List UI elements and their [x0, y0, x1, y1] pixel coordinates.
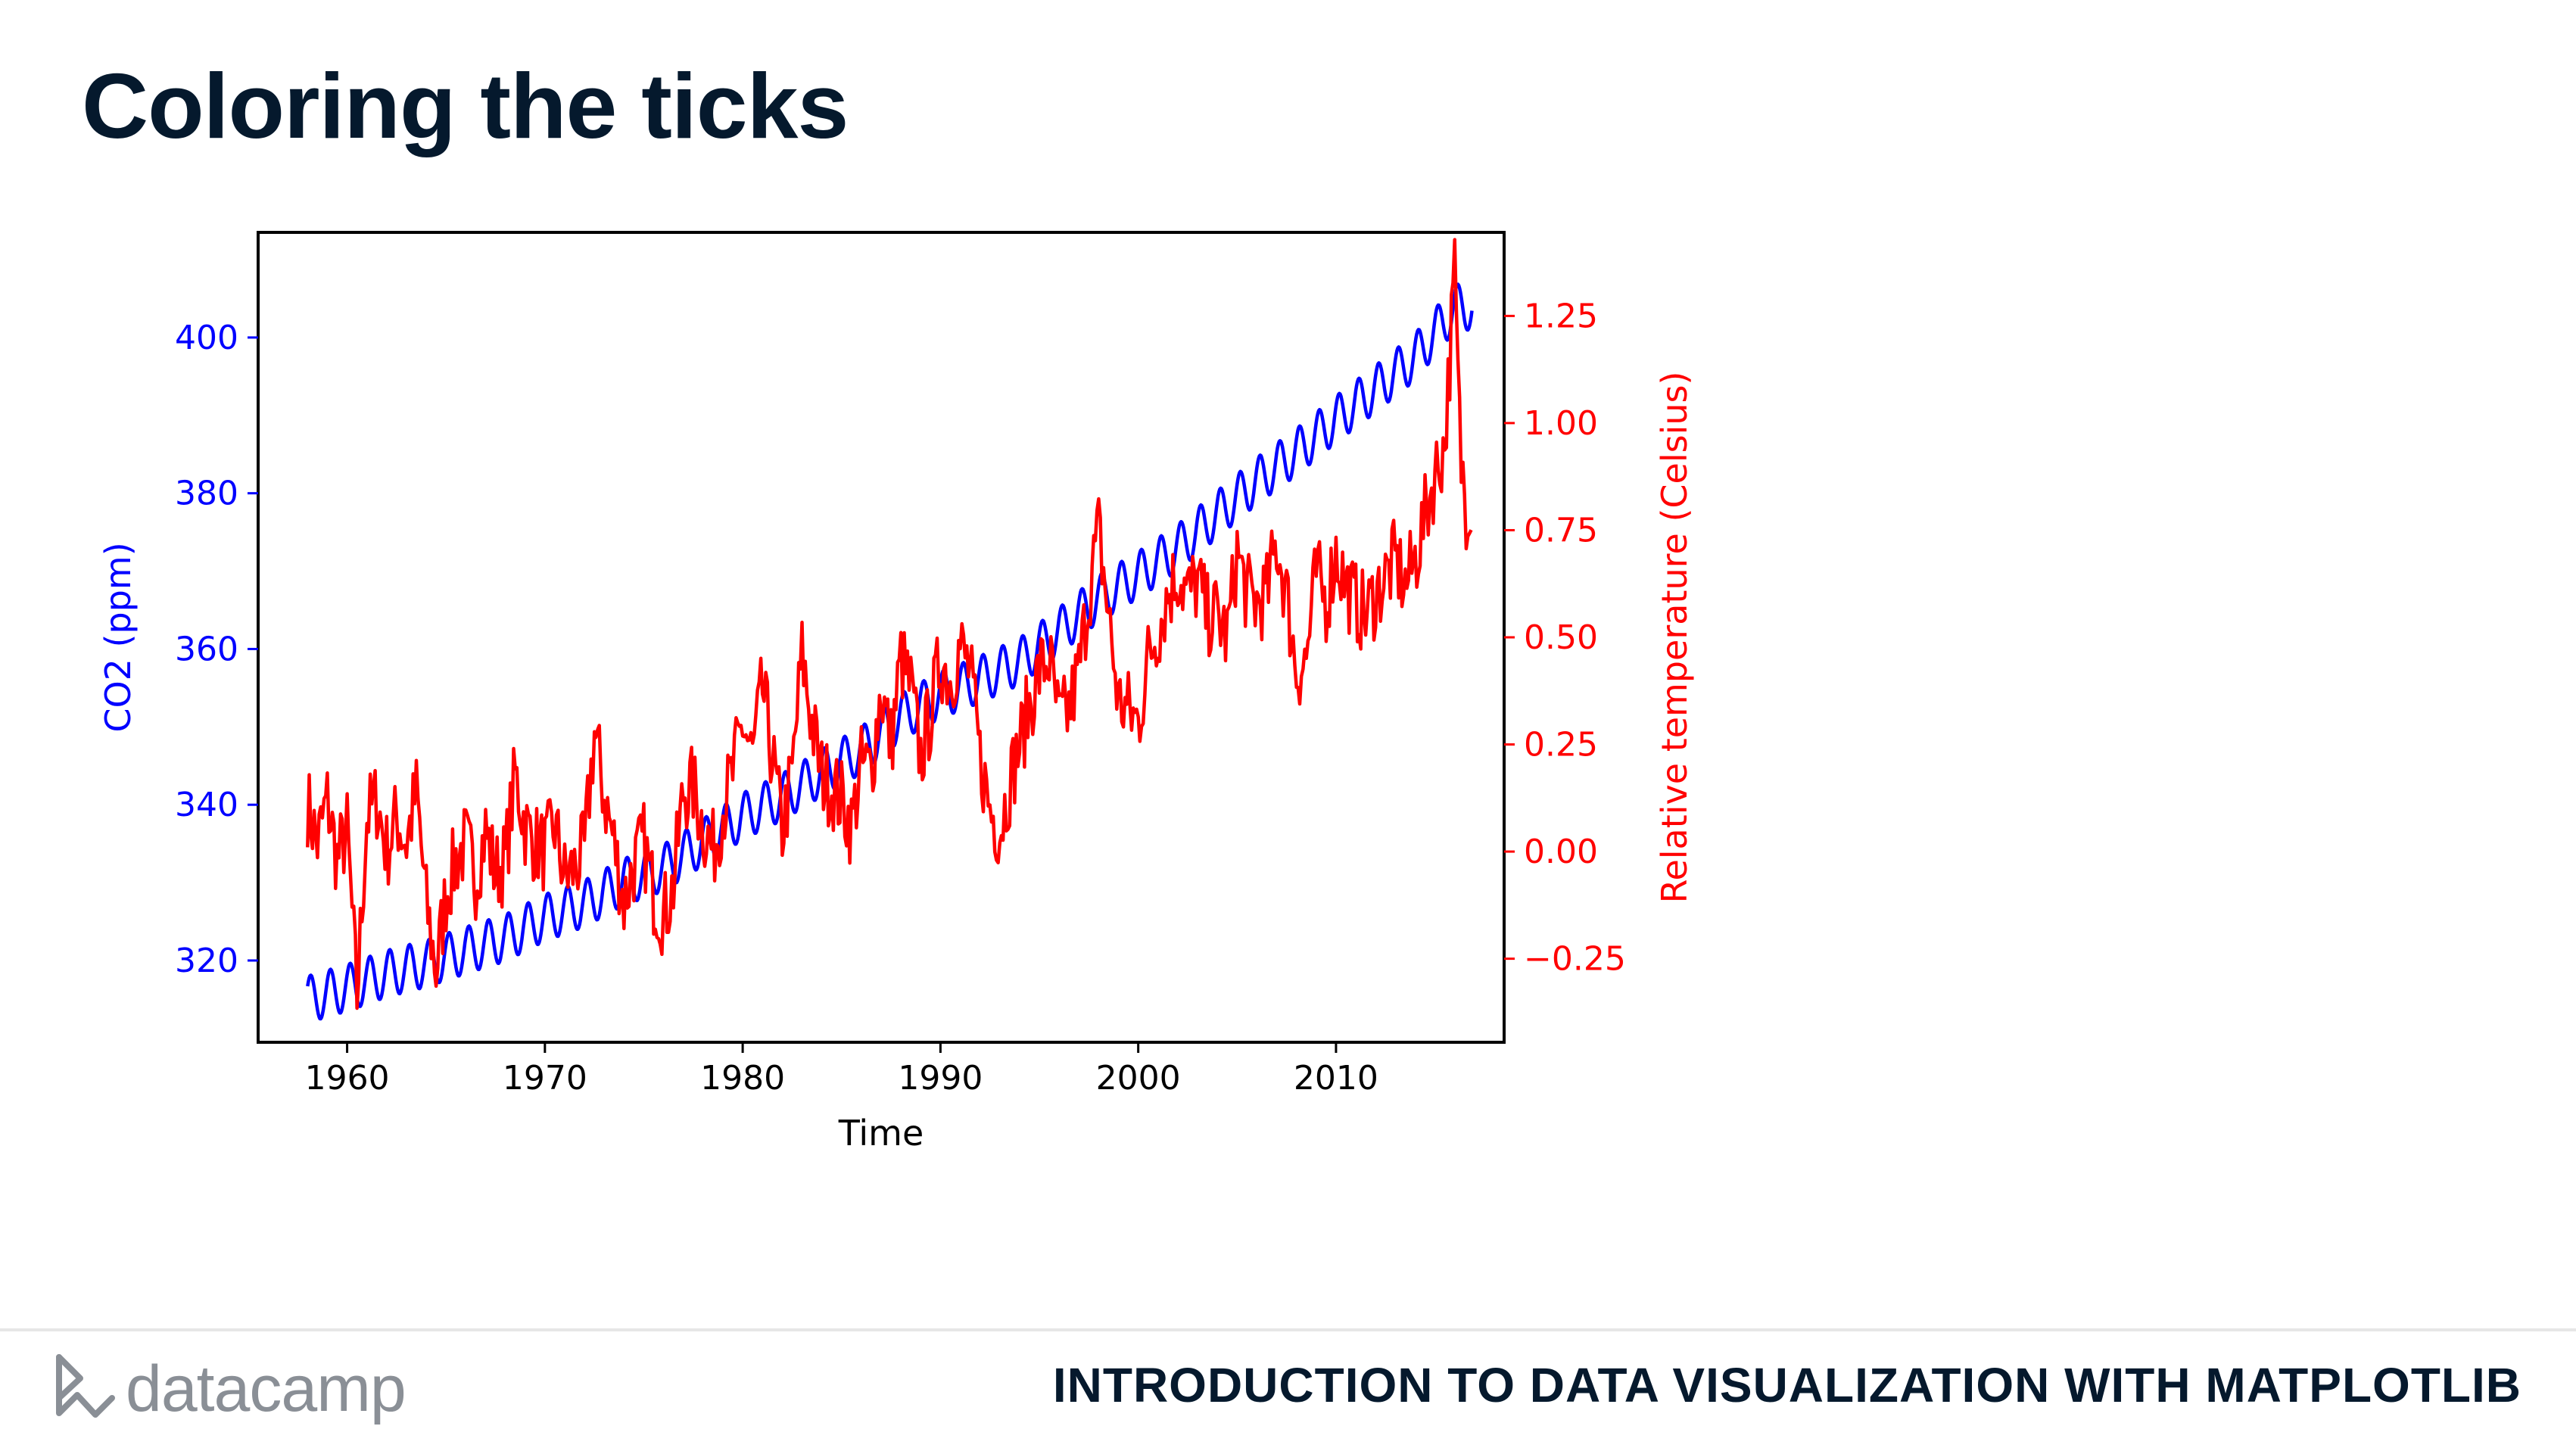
right-axis-label: Relative temperature (Celsius)	[1654, 372, 1695, 904]
right-tick-label: 0.25	[1524, 726, 1598, 764]
plot-lines	[306, 238, 1474, 1021]
right-axis-ticks: −0.25 0.00 0.25 0.50 0.75 1.00 1.25	[1504, 297, 1626, 979]
x-tick-label: 2000	[1096, 1059, 1181, 1098]
right-tick-label: 0.00	[1524, 833, 1598, 871]
left-tick-label: 320	[175, 942, 238, 980]
left-axis-label: CO2 (ppm)	[98, 542, 139, 732]
footer-divider	[0, 1328, 2576, 1331]
right-tick-label: 1.25	[1524, 297, 1598, 335]
x-tick-label: 1960	[305, 1059, 390, 1098]
left-tick-label: 340	[175, 786, 238, 824]
left-tick-label: 360	[175, 630, 238, 668]
left-axis-ticks: 320 340 360 380 400	[175, 319, 258, 980]
left-tick-label: 380	[175, 475, 238, 513]
temperature-series-line	[306, 238, 1473, 1010]
slide-title: Coloring the ticks	[82, 54, 849, 157]
datacamp-logo-icon	[56, 1354, 115, 1418]
x-axis-ticks: 1960 1970 1980 1990 2000 2010	[305, 1042, 1378, 1098]
x-tick-label: 1980	[700, 1059, 785, 1098]
x-tick-label: 1990	[898, 1059, 983, 1098]
right-tick-label: −0.25	[1524, 940, 1626, 979]
x-tick-label: 2010	[1294, 1059, 1378, 1098]
x-tick-label: 1970	[503, 1059, 587, 1098]
brand-logo[interactable]: datacamp	[51, 1347, 406, 1431]
right-tick-label: 0.50	[1524, 618, 1598, 657]
left-tick-label: 400	[175, 319, 238, 357]
right-tick-label: 1.00	[1524, 404, 1598, 443]
x-axis-label: Time	[838, 1113, 924, 1154]
co2-series-line	[306, 282, 1474, 1021]
brand-name: datacamp	[126, 1352, 406, 1425]
course-title: INTRODUCTION TO DATA VISUALIZATION WITH …	[1052, 1358, 2521, 1412]
right-tick-label: 0.75	[1524, 511, 1598, 550]
